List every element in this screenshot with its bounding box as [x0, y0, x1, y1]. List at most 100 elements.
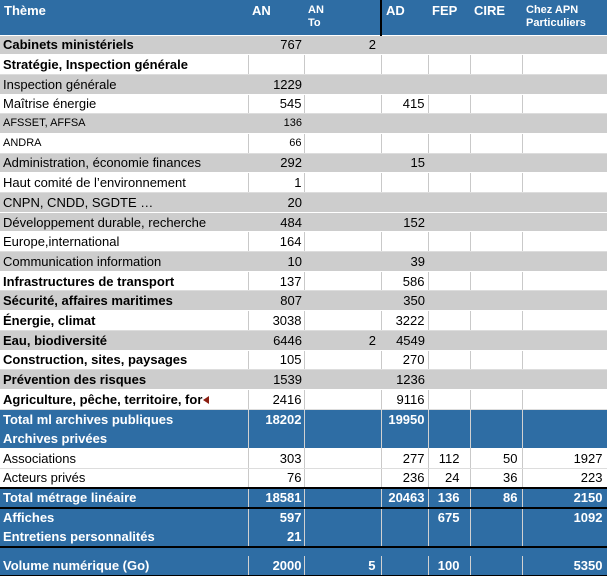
row-label-cell[interactable]: Infrastructures de transport	[0, 271, 249, 292]
row-label-cell[interactable]	[0, 546, 248, 556]
value-cell-fep[interactable]: 112	[428, 448, 471, 469]
value-cell-an[interactable]: 76	[248, 468, 305, 489]
value-cell-anto[interactable]	[304, 74, 381, 95]
value-cell-chez[interactable]	[522, 212, 607, 233]
value-cell-an[interactable]: 137	[248, 271, 305, 292]
value-cell-anto[interactable]	[304, 409, 382, 429]
value-cell-ad[interactable]: 1236	[381, 369, 428, 390]
row-label-cell[interactable]: Haut comité de l’environnement	[0, 172, 249, 193]
value-cell-ad[interactable]: 39	[381, 251, 428, 272]
value-cell-an[interactable]: 1539	[248, 369, 304, 390]
row-label-cell[interactable]: Affiches	[0, 507, 249, 528]
value-cell-an[interactable]: 21	[248, 527, 305, 548]
value-cell-fep[interactable]	[428, 74, 470, 95]
row-label-cell[interactable]: Prévention des risques	[0, 369, 248, 390]
value-cell-an[interactable]: 20	[248, 192, 304, 213]
value-cell-an[interactable]: 2416	[248, 389, 305, 410]
value-cell-fep[interactable]: 675	[428, 507, 471, 528]
value-cell-chez[interactable]	[522, 94, 607, 115]
row-label-cell[interactable]: Stratégie, Inspection générale	[0, 54, 249, 75]
value-cell-chez[interactable]: 2150	[522, 486, 607, 509]
value-cell-chez[interactable]	[522, 271, 607, 292]
value-cell-anto[interactable]	[304, 546, 381, 556]
value-cell-chez[interactable]	[522, 350, 607, 371]
value-cell-fep[interactable]	[428, 409, 471, 429]
value-cell-cire[interactable]	[470, 546, 522, 556]
value-cell-fep[interactable]	[428, 546, 470, 556]
value-cell-ad[interactable]: 586	[381, 271, 429, 292]
value-cell-cire[interactable]	[470, 507, 523, 528]
value-cell-an[interactable]: 1229	[248, 74, 304, 95]
header-chez-apn-particuliers[interactable]: Chez APN Particuliers	[522, 0, 607, 36]
value-cell-ad[interactable]: 270	[381, 350, 429, 371]
value-cell-fep[interactable]	[428, 35, 470, 56]
row-label-cell[interactable]: Total métrage linéaire	[0, 486, 249, 509]
row-label-cell[interactable]: Associations	[0, 448, 249, 469]
value-cell-ad[interactable]: 152	[381, 212, 428, 233]
value-cell-chez[interactable]: 5350	[522, 555, 607, 576]
value-cell-chez[interactable]	[522, 369, 607, 390]
value-cell-ad[interactable]	[381, 172, 429, 193]
value-cell-chez[interactable]	[522, 428, 607, 449]
value-cell-an[interactable]: 545	[248, 94, 305, 115]
value-cell-an[interactable]: 767	[248, 35, 304, 56]
header-fep[interactable]: FEP	[428, 0, 470, 36]
value-cell-cire[interactable]	[470, 428, 523, 449]
value-cell-ad[interactable]: 19950	[381, 409, 429, 429]
value-cell-fep[interactable]	[428, 428, 471, 449]
value-cell-ad[interactable]	[381, 231, 429, 253]
value-cell-an[interactable]: 105	[248, 350, 305, 371]
value-cell-chez[interactable]: 1092	[522, 507, 607, 528]
value-cell-cire[interactable]	[470, 153, 522, 174]
value-cell-chez[interactable]	[522, 192, 607, 213]
value-cell-anto[interactable]	[304, 389, 382, 410]
value-cell-fep[interactable]	[428, 350, 471, 371]
value-cell-ad[interactable]: 20463	[381, 486, 429, 509]
value-cell-an[interactable]: 66	[248, 133, 305, 154]
value-cell-an[interactable]: 136	[248, 113, 304, 134]
value-cell-cire[interactable]	[470, 231, 523, 253]
value-cell-fep[interactable]	[428, 369, 470, 390]
value-cell-cire[interactable]	[470, 271, 523, 292]
value-cell-chez[interactable]	[522, 527, 607, 548]
value-cell-ad[interactable]	[381, 74, 428, 95]
value-cell-an[interactable]: 292	[248, 153, 304, 174]
value-cell-cire[interactable]	[470, 74, 522, 95]
value-cell-an[interactable]	[248, 546, 304, 556]
row-label-cell[interactable]: Entretiens personnalités	[0, 527, 249, 548]
value-cell-fep[interactable]	[428, 231, 471, 253]
value-cell-cire[interactable]: 36	[470, 468, 523, 489]
value-cell-anto[interactable]	[304, 290, 381, 312]
value-cell-an[interactable]: 10	[248, 251, 304, 272]
value-cell-ad[interactable]: 236	[381, 468, 429, 489]
value-cell-fep[interactable]	[428, 251, 470, 272]
value-cell-cire[interactable]	[470, 290, 522, 312]
value-cell-anto[interactable]	[304, 133, 382, 154]
value-cell-anto[interactable]: 2	[304, 35, 381, 56]
value-cell-chez[interactable]	[522, 133, 607, 154]
row-label-cell[interactable]: Sécurité, affaires maritimes	[0, 290, 248, 312]
header-an[interactable]: AN	[248, 0, 304, 36]
value-cell-chez[interactable]	[522, 290, 607, 312]
row-label-cell[interactable]: Archives privées	[0, 428, 249, 449]
value-cell-fep[interactable]	[428, 389, 471, 410]
value-cell-anto[interactable]	[304, 527, 382, 548]
value-cell-fep[interactable]	[428, 192, 470, 213]
value-cell-anto[interactable]	[304, 113, 381, 134]
value-cell-cire[interactable]	[470, 212, 522, 233]
value-cell-an[interactable]: 18581	[248, 486, 305, 509]
value-cell-chez[interactable]	[522, 389, 607, 410]
value-cell-cire[interactable]	[470, 350, 523, 371]
value-cell-fep[interactable]	[428, 310, 471, 331]
value-cell-an[interactable]: 18202	[248, 409, 305, 429]
value-cell-cire[interactable]: 86	[470, 486, 523, 509]
value-cell-anto[interactable]	[304, 212, 381, 233]
row-label-cell[interactable]: Administration, économie finances	[0, 153, 248, 174]
value-cell-ad[interactable]	[381, 428, 429, 449]
value-cell-cire[interactable]	[470, 172, 523, 193]
value-cell-chez[interactable]	[522, 231, 607, 253]
value-cell-fep[interactable]: 100	[428, 555, 471, 576]
value-cell-chez[interactable]	[522, 54, 607, 75]
value-cell-anto[interactable]: 2	[304, 330, 381, 351]
row-label-cell[interactable]: Inspection générale	[0, 74, 248, 95]
